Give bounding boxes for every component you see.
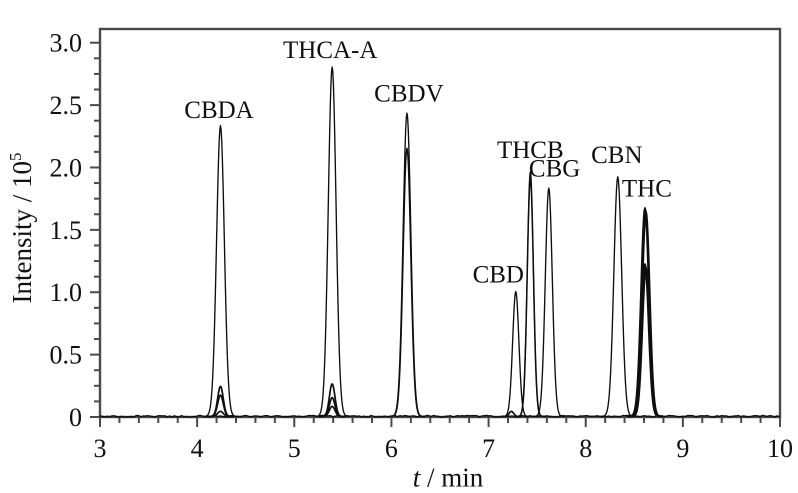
peak-label-cbd: CBD <box>473 262 524 289</box>
peak-trace-cbn-0 <box>599 176 636 418</box>
peak-trace-thca-a-3 <box>318 405 346 418</box>
x-tick-label: 5 <box>288 434 301 463</box>
y-tick-label: 1.5 <box>50 216 83 245</box>
peak-label-thcb: THCB <box>497 137 564 164</box>
peak-label-cbda: CBDA <box>184 97 253 124</box>
x-tick-label: 8 <box>579 434 592 463</box>
y-tick-label: 0 <box>69 403 82 432</box>
x-tick-label: 6 <box>385 434 398 463</box>
y-tick-label: 2.0 <box>50 153 83 182</box>
peak-trace-cbg-0 <box>532 187 566 418</box>
peak-trace-thc-3 <box>629 266 663 418</box>
x-tick-label: 4 <box>191 434 204 463</box>
x-axis-title-variable: t <box>412 462 421 493</box>
x-tick-label: 7 <box>482 434 495 463</box>
peak-label-thca-a: THCA-A <box>283 37 377 64</box>
x-tick-label: 10 <box>767 434 793 463</box>
y-axis-title-text: Intensity / 10 <box>7 160 37 304</box>
peak-trace-thc-0 <box>626 207 664 418</box>
peak-trace-cbdv-1 <box>389 147 425 418</box>
peak-trace-thca-a-0 <box>314 66 351 418</box>
y-axis-title-exponent: 5 <box>6 152 25 161</box>
traces <box>99 66 780 418</box>
y-tick-label: 1.0 <box>50 278 83 307</box>
y-tick-label: 0.5 <box>50 341 83 370</box>
peak-label-cbdv: CBDV <box>374 81 443 108</box>
labels: 3 4 5 6 7 8 9 10 0 0.5 1.0 1.5 2.0 2.5 3.0 CBDA THCA-A CB… <box>50 29 794 463</box>
x-tick-label: 3 <box>94 434 107 463</box>
peak-label-cbg: CBG <box>529 155 580 182</box>
x-axis-title: t / min <box>413 463 484 493</box>
peak-label-thc: THC <box>622 175 672 202</box>
peak-trace-cbda-3 <box>207 410 234 418</box>
x-tick-label: 9 <box>676 434 689 463</box>
x-axis-title-unit: / min <box>420 462 484 493</box>
peak-label-cbn: CBN <box>591 142 642 169</box>
peak-trace-thcb-1 <box>516 178 545 418</box>
y-tick-label: 3.0 <box>50 29 83 58</box>
peak-trace-thc-1 <box>628 210 664 418</box>
y-axis-title: Intensity / 105 <box>6 153 38 304</box>
peak-trace-cbda-0 <box>202 125 239 418</box>
peak-trace-cbdv-0 <box>388 112 426 418</box>
y-tick-label: 2.5 <box>50 91 83 120</box>
